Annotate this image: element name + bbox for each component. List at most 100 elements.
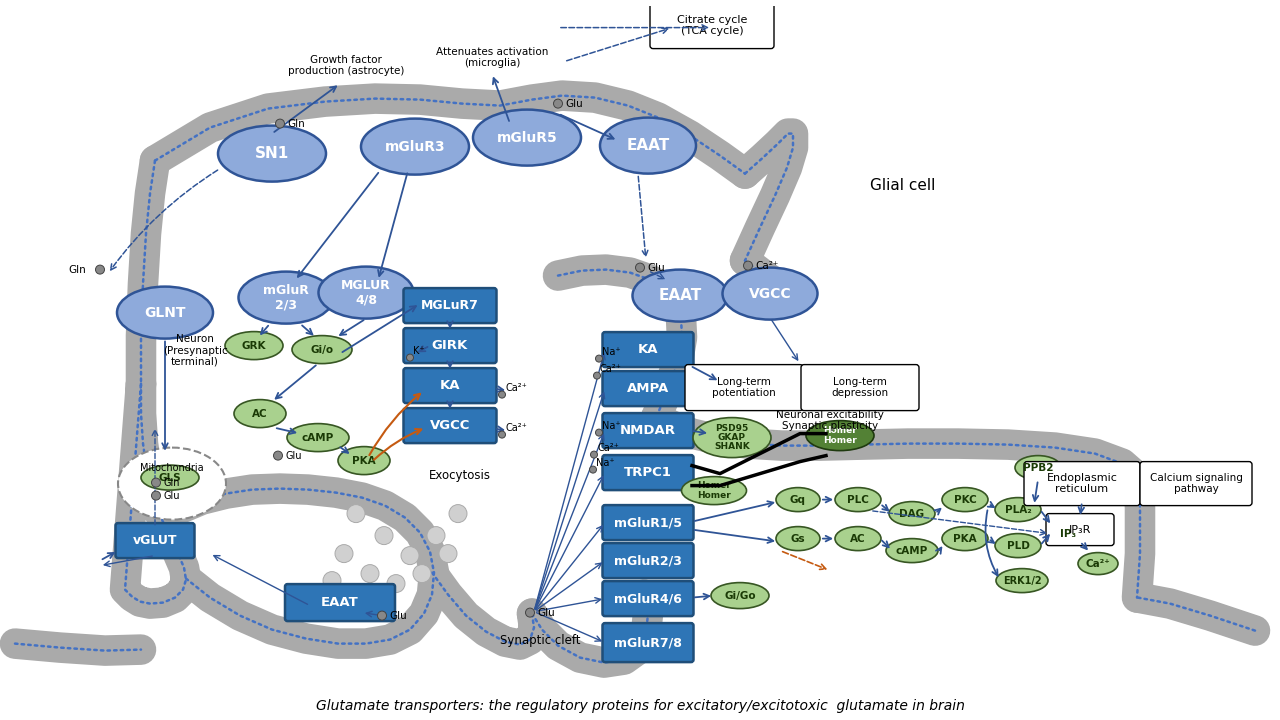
Circle shape: [323, 572, 340, 590]
Text: cAMP: cAMP: [896, 546, 928, 556]
Text: Gq: Gq: [790, 495, 806, 505]
Ellipse shape: [474, 109, 581, 166]
Text: Ca²⁺: Ca²⁺: [755, 261, 778, 271]
Text: Ca²⁺: Ca²⁺: [596, 443, 618, 453]
Circle shape: [361, 564, 379, 582]
Text: NMDAR: NMDAR: [620, 424, 676, 437]
Text: mGluR
2/3: mGluR 2/3: [264, 284, 308, 311]
Text: Na⁺: Na⁺: [602, 346, 621, 356]
Ellipse shape: [118, 448, 227, 520]
FancyBboxPatch shape: [403, 328, 497, 363]
Text: cAMP: cAMP: [302, 433, 334, 443]
FancyBboxPatch shape: [403, 288, 497, 323]
Text: IP₃R: IP₃R: [1069, 525, 1091, 534]
FancyBboxPatch shape: [801, 364, 919, 410]
Ellipse shape: [942, 526, 988, 551]
FancyBboxPatch shape: [115, 523, 195, 558]
Circle shape: [151, 478, 160, 487]
Ellipse shape: [710, 582, 769, 608]
Text: MGLuR7: MGLuR7: [421, 299, 479, 312]
FancyBboxPatch shape: [603, 332, 694, 367]
Text: Na⁺: Na⁺: [596, 458, 614, 467]
Circle shape: [151, 491, 160, 500]
Text: Gln: Gln: [164, 477, 180, 487]
Text: Long-term
potentiation: Long-term potentiation: [712, 377, 776, 398]
Ellipse shape: [287, 423, 349, 451]
Text: Calcium signaling
pathway: Calcium signaling pathway: [1149, 473, 1243, 494]
FancyBboxPatch shape: [650, 3, 774, 49]
Circle shape: [449, 505, 467, 523]
Circle shape: [401, 546, 419, 564]
Text: Neuron
(Presynaptic
terminal): Neuron (Presynaptic terminal): [163, 334, 228, 366]
Circle shape: [590, 451, 598, 458]
Circle shape: [387, 575, 404, 593]
Text: GLS: GLS: [159, 472, 182, 482]
FancyBboxPatch shape: [603, 543, 694, 578]
Text: PSD95
GKAP
SHANK: PSD95 GKAP SHANK: [714, 424, 750, 451]
Circle shape: [498, 391, 506, 398]
Text: Homer
Homer: Homer Homer: [823, 426, 856, 445]
FancyBboxPatch shape: [685, 364, 803, 410]
Text: GIRK: GIRK: [431, 339, 468, 352]
Text: MGLUR
4/8: MGLUR 4/8: [342, 279, 390, 306]
Text: mGluR4/6: mGluR4/6: [614, 592, 682, 605]
Ellipse shape: [218, 125, 326, 181]
Text: Attenuates activation
(microglia): Attenuates activation (microglia): [435, 47, 548, 68]
Text: EAAT: EAAT: [626, 138, 669, 153]
Circle shape: [375, 589, 393, 606]
Text: mGluR3: mGluR3: [385, 140, 445, 153]
Ellipse shape: [238, 271, 334, 323]
Text: Gi/o: Gi/o: [311, 345, 334, 355]
Text: Ca²⁺: Ca²⁺: [600, 364, 622, 374]
Text: Gs: Gs: [791, 534, 805, 544]
Ellipse shape: [600, 117, 696, 174]
Text: EAAT: EAAT: [321, 596, 358, 609]
Text: Glu: Glu: [164, 490, 180, 500]
Circle shape: [744, 261, 753, 270]
Text: mGluR5: mGluR5: [497, 130, 557, 145]
Text: KA: KA: [440, 379, 461, 392]
Text: IP₃: IP₃: [1060, 528, 1076, 539]
Text: Gi/Go: Gi/Go: [724, 590, 755, 600]
Ellipse shape: [141, 465, 198, 490]
Text: PPB2: PPB2: [1023, 463, 1053, 472]
Circle shape: [335, 544, 353, 562]
Text: Citrate cycle
(TCA cycle): Citrate cycle (TCA cycle): [677, 15, 748, 36]
Ellipse shape: [1078, 553, 1117, 575]
Ellipse shape: [835, 526, 881, 551]
Ellipse shape: [1048, 523, 1088, 544]
Text: AMPA: AMPA: [627, 382, 669, 395]
Ellipse shape: [292, 336, 352, 364]
Circle shape: [413, 564, 431, 582]
Text: VGCC: VGCC: [430, 419, 470, 432]
Text: vGLUT: vGLUT: [133, 534, 177, 547]
FancyBboxPatch shape: [603, 581, 694, 616]
Circle shape: [594, 372, 600, 379]
Circle shape: [553, 99, 562, 108]
Ellipse shape: [835, 487, 881, 512]
Text: Na⁺: Na⁺: [602, 420, 621, 431]
Text: ERK1/2: ERK1/2: [1002, 575, 1042, 585]
Ellipse shape: [886, 539, 938, 562]
Text: DAG: DAG: [900, 508, 924, 518]
Text: Gln: Gln: [68, 265, 86, 274]
Ellipse shape: [1015, 456, 1061, 480]
Text: Glu: Glu: [646, 263, 664, 273]
Circle shape: [498, 431, 506, 438]
Ellipse shape: [361, 119, 468, 175]
Text: mGluR2/3: mGluR2/3: [614, 554, 682, 567]
Ellipse shape: [116, 287, 212, 338]
Text: Mitochondria: Mitochondria: [141, 463, 204, 472]
Circle shape: [595, 355, 603, 362]
Ellipse shape: [722, 268, 818, 320]
Circle shape: [439, 544, 457, 562]
FancyBboxPatch shape: [285, 584, 396, 621]
Text: EAAT: EAAT: [658, 288, 701, 303]
Text: mGluR7/8: mGluR7/8: [614, 636, 682, 649]
Ellipse shape: [632, 269, 727, 322]
FancyBboxPatch shape: [603, 413, 694, 448]
Text: PKA: PKA: [352, 456, 376, 466]
Text: PLA₂: PLA₂: [1005, 505, 1032, 515]
Text: Glu: Glu: [389, 611, 407, 621]
Text: Growth factor
production (astrocyte): Growth factor production (astrocyte): [288, 55, 404, 76]
